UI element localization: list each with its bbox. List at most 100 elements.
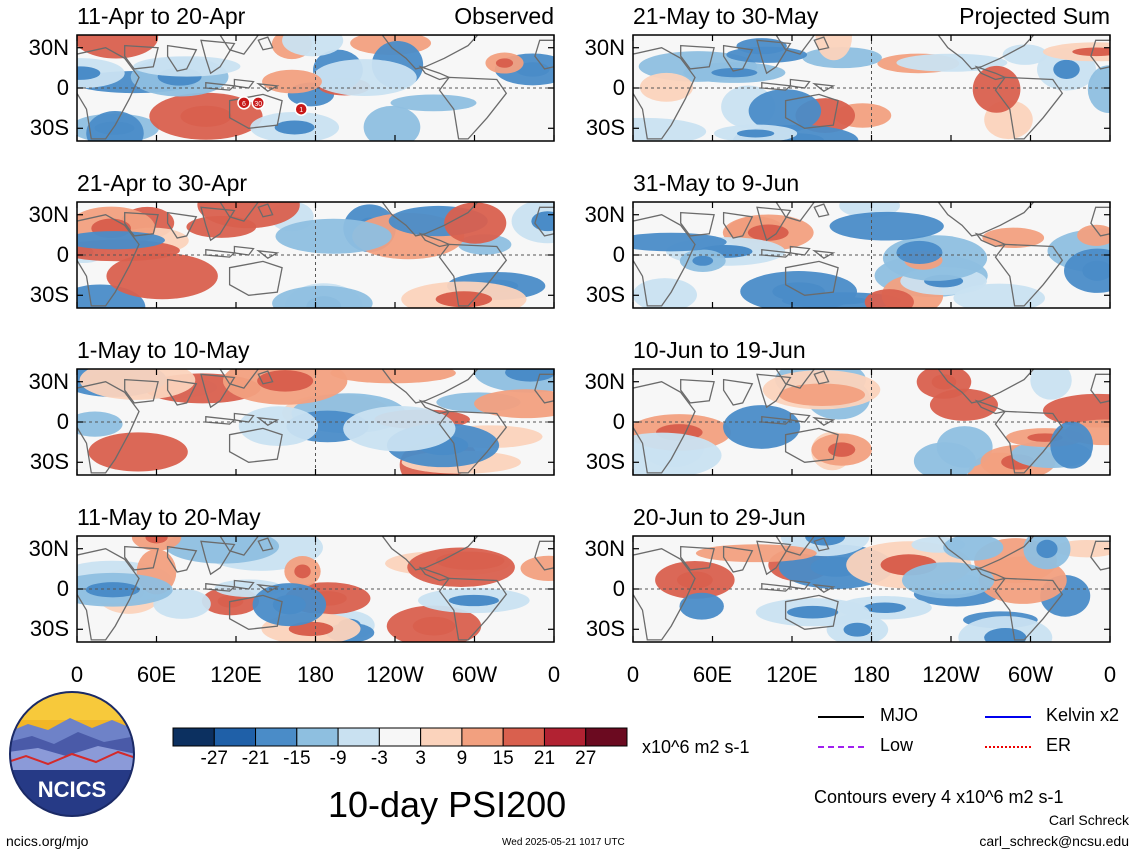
colorbar-swatch [255,727,298,747]
panel-title-p5: 21-May to 30-May [633,3,819,29]
anomaly-core [257,370,314,392]
coastline [756,373,792,409]
kelvin-line-icon [985,716,1031,718]
anomaly-blob [896,240,943,265]
lat-label: 30N [28,201,69,227]
anomaly-blob [1077,224,1110,246]
anomaly-core [1082,260,1110,281]
anomaly-blob [343,406,456,452]
coastline [166,545,198,573]
panel-title-p3: 1-May to 10-May [77,337,250,363]
coastline [233,579,255,590]
main-title: 10-day PSI200 [328,784,567,825]
anomaly-blob [390,94,477,112]
footer-url[interactable]: ncics.org/mjo [6,833,89,849]
anomaly-blob [633,432,722,475]
anomaly-blob [77,231,165,250]
anomaly-blob [829,211,944,241]
anomaly-core [828,442,856,457]
anomaly-blob [695,544,817,563]
anomaly-core [412,616,456,636]
lat-label: 30S [29,115,69,141]
coastline [813,370,830,385]
coastline [438,410,508,474]
panel-title-p4: 11-May to 20-May [77,504,261,530]
lon-label: 180 [297,662,334,687]
lon-label: 180 [853,662,890,687]
coastline [994,410,1064,474]
lon-label: 120W [922,662,980,687]
lat-label: 30S [585,616,625,642]
coastline [438,243,508,307]
coastline [761,81,792,91]
coastline [784,594,839,630]
anomaly-core [1036,539,1058,559]
panel-title-p8: 20-Jun to 29-Jun [633,504,806,530]
coastline [205,248,236,258]
coastline [228,93,283,129]
lat-label: 0 [612,242,625,267]
coastline [994,577,1064,641]
coastline [257,203,274,218]
coastline [418,232,452,248]
coastline [756,39,792,75]
anomaly-blob [86,111,144,141]
low-line-icon [818,746,864,748]
colorbar-swatch [461,727,504,747]
colorbar-swatch [420,727,463,747]
anomaly-core [274,120,315,135]
coastline [166,211,198,239]
lat-label: 30S [585,115,625,141]
anomaly-core [931,374,957,390]
coastline [722,44,754,72]
lat-label: 0 [56,242,69,267]
coastline [994,243,1064,307]
coastline [418,65,452,81]
map-panel-p3 [76,368,555,476]
lat-label: 0 [56,75,69,100]
coastline [77,47,140,140]
map-panel-p2 [76,201,555,309]
coastline [200,206,236,242]
coastline [77,548,140,641]
anomaly-blob [312,59,417,97]
legend-kelvin: Kelvin x2 [1046,705,1120,725]
anomaly-core [863,602,906,614]
coastline [761,582,792,592]
anomaly-core [294,564,311,579]
anomaly-core [435,291,493,308]
anomaly-blob [436,551,505,570]
phase-marker [251,96,266,110]
coastline [228,427,283,463]
lon-label: 0 [1103,662,1117,687]
coastline [200,373,236,409]
coastline [633,381,696,474]
anomaly-blob [106,253,218,300]
coastline [534,206,554,237]
anomaly-blob [913,442,976,475]
lat-label: 30N [584,535,625,561]
colorbar-tick-label: 27 [575,748,597,769]
coastline [124,545,159,571]
colorbar-swatch [337,727,380,747]
anomaly-core [448,594,499,607]
anomaly-core [505,369,554,382]
colorbar-tick-label: -27 [200,748,228,769]
colorbar-tick-label: 21 [533,748,556,769]
anomaly-blob [444,202,507,244]
footer-email[interactable]: carl_schreck@ncsu.edu [979,833,1129,849]
logo-text: NCICS [38,777,106,802]
anomaly-core [787,605,839,619]
lat-label: 30S [585,449,625,475]
coastline [1090,540,1110,571]
anomaly-core [77,66,101,80]
map-panel-p6 [632,201,1111,309]
anomaly-core [747,224,789,241]
anomaly-blob [88,432,188,472]
panel-tag-p5: Projected Sum [959,3,1110,29]
coastline [166,44,198,72]
anomaly-blob [1042,393,1110,428]
legend-mjo: MJO [880,705,918,725]
anomaly-blob [77,35,159,59]
contour-note: Contours every 4 x10^6 m2 s-1 [814,787,1064,807]
